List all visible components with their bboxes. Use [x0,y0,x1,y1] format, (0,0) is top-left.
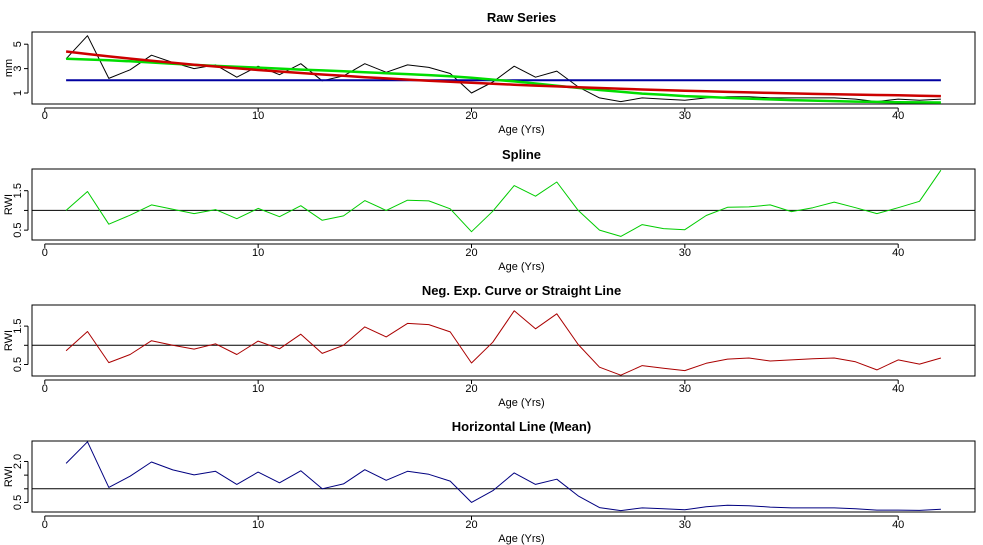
series-line-1 [65,169,942,237]
x-tick-label: 40 [892,519,904,531]
plot-frame [31,31,976,105]
x-tick-label: 30 [679,383,691,395]
y-axis-label: RWI [3,330,15,351]
x-axis-label: Age (Yrs) [498,397,544,409]
series-line-1 [65,441,941,512]
x-tick-label: 20 [465,247,477,259]
y-axis-label: RWI [3,194,15,215]
y-axis-label: RWI [3,466,15,487]
y-tick-label: 0.5 [12,222,24,237]
plot-frame [31,440,976,513]
panel-title: Raw Series [487,10,556,25]
y-tick-label: 0.5 [12,495,24,510]
series-line-4 [65,50,941,98]
x-axis-label: Age (Yrs) [498,261,544,273]
panel-title: Spline [502,147,541,162]
panel-title: Horizontal Line (Mean) [452,419,591,434]
y-tick-label: 3 [12,66,24,72]
x-axis-label: Age (Yrs) [498,533,544,545]
y-tick-label: 1.5 [12,318,24,333]
x-tick-label: 30 [679,519,691,531]
panel-4: Horizontal Line (Mean) 0 10 20 30 40 Age (Yrs)… [3,419,976,545]
x-tick-label: 10 [252,383,264,395]
panel-title: Neg. Exp. Curve or Straight Line [422,283,621,298]
x-tick-label: 30 [679,110,691,122]
x-tick-label: 0 [42,247,48,259]
x-tick-label: 40 [892,110,904,122]
panel-3: Neg. Exp. Curve or Straight Line 0 10 20 30 4… [3,283,976,409]
series-line-1 [65,310,942,376]
x-tick-label: 30 [679,247,691,259]
x-tick-label: 20 [465,110,477,122]
x-tick-label: 10 [252,519,264,531]
series-line-1 [65,35,941,103]
y-tick-label: 5 [12,41,24,47]
x-tick-label: 0 [42,110,48,122]
x-axis-label: Age (Yrs) [498,124,544,136]
x-tick-label: 0 [42,383,48,395]
x-tick-label: 20 [465,519,477,531]
x-tick-label: 10 [252,247,264,259]
x-tick-label: 40 [892,247,904,259]
x-tick-label: 10 [252,110,264,122]
x-tick-label: 20 [465,383,477,395]
y-tick-label: 2.0 [12,454,24,469]
y-tick-label: 1 [12,90,24,96]
y-axis-label: mm [3,59,15,77]
x-tick-label: 0 [42,519,48,531]
x-tick-label: 40 [892,383,904,395]
plot-frame [31,168,976,241]
plot-frame [31,304,976,377]
panel-1: Raw Series 0 10 20 30 40 Age (Yrs) 1 3 5 mm [3,10,976,136]
y-tick-label: 0.5 [12,357,24,372]
y-tick-label: 1.5 [12,183,24,198]
